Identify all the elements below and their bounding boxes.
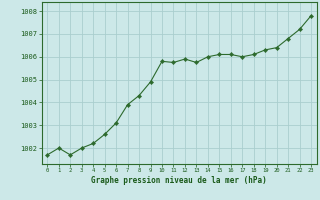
X-axis label: Graphe pression niveau de la mer (hPa): Graphe pression niveau de la mer (hPa) xyxy=(91,176,267,185)
